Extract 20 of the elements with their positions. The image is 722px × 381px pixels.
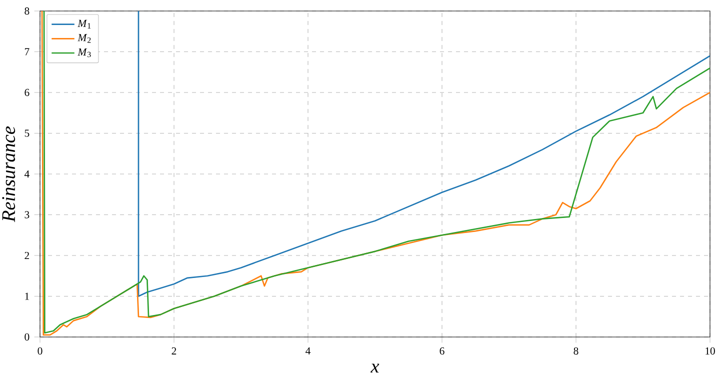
- x-tick-label: 6: [440, 347, 444, 355]
- legend-label: M$_{2}$: [78, 34, 91, 43]
- legend-label: M$_{1}$: [78, 20, 91, 28]
- y-tick-label: 4: [24, 170, 30, 178]
- y-tick-label: 3: [24, 211, 30, 218]
- y-tick-label: 1: [25, 292, 29, 300]
- y-tick-label: 2: [24, 252, 30, 260]
- y-tick-label: 6: [24, 88, 30, 96]
- x-axis-title: x: [370, 364, 380, 373]
- y-axis-title: Reinsurance: [2, 126, 16, 222]
- y-tick-label: 0: [24, 333, 30, 341]
- legend-label: M$_{3}$: [78, 48, 91, 58]
- y-tick-label: 8: [24, 7, 30, 15]
- x-tick-label: 4: [306, 347, 310, 354]
- y-tick-label: 5: [24, 130, 30, 137]
- x-tick-label: 8: [574, 347, 578, 355]
- x-tick-label: 10: [706, 347, 715, 355]
- x-tick-label: 2: [172, 347, 176, 354]
- x-tick-label: 0: [38, 347, 42, 355]
- y-tick-label: 7: [24, 48, 30, 56]
